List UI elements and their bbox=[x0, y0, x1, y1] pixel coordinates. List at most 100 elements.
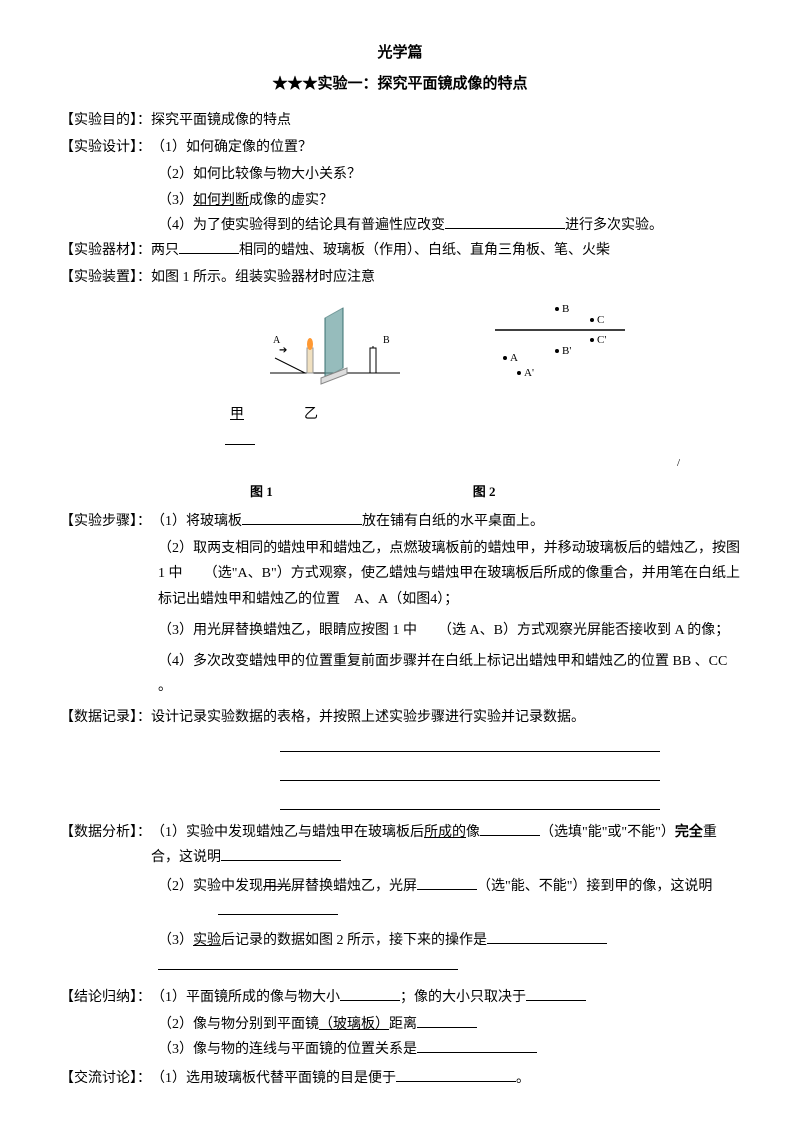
step-4: （4）多次改变蜡烛甲的位置重复前面步骤并在白纸上标记出蜡烛甲和蜡烛乙的位置 BB… bbox=[60, 649, 740, 699]
analysis-2: （2）实验中发现用光屏替换蜡烛乙，光屏 （选"能、不能"）接到甲的像，这说明 bbox=[60, 874, 740, 924]
blank-line bbox=[280, 733, 660, 752]
blank bbox=[445, 214, 565, 229]
discuss-label: 【交流讨论】： bbox=[60, 1066, 151, 1091]
svg-text:A': A' bbox=[524, 367, 534, 379]
c2-u: （玻璃板） bbox=[319, 1017, 389, 1032]
step1-a: （1）将玻璃板 bbox=[151, 514, 242, 529]
analysis-row: 【数据分析】： （1）实验中发现蜡烛乙与蜡烛甲在玻璃板后所成的像 （选填"能"或"… bbox=[60, 820, 740, 870]
a1-u: 所成的 bbox=[424, 825, 466, 840]
fig-captions: 图 1 图 2 bbox=[250, 480, 740, 503]
blank-line bbox=[280, 791, 660, 810]
a1-a: （1）实验中发现蜡烛乙与蜡烛甲在玻璃板后 bbox=[151, 825, 424, 840]
a2-a: （2）实验中发现 bbox=[158, 879, 263, 894]
design-q3-a: （3） bbox=[158, 193, 193, 208]
apparatus-label: 【实验器材】： bbox=[60, 238, 151, 263]
apparatus-b: 相同的蜡烛、玻璃板（作用）、白纸、直角三角板、笔、火柴 bbox=[239, 243, 610, 258]
conclusion-row: 【结论归纳】： （1）平面镜所成的像与物大小 ；像的大小只取决于 bbox=[60, 985, 740, 1010]
a1-c: （选填"能"或"不能"） bbox=[540, 825, 675, 840]
experiment-title: ★★★实验一：探究平面镜成像的特点 bbox=[60, 71, 740, 98]
fig1-caption: 图 1 bbox=[250, 480, 273, 503]
record-blanks bbox=[280, 733, 740, 810]
design-q4-b: 进行多次实验。 bbox=[565, 218, 663, 233]
a3-a: （3） bbox=[158, 933, 193, 948]
analysis-3-blank bbox=[60, 954, 740, 979]
fig-jia-yi: 甲 乙 bbox=[230, 402, 740, 427]
fig1-label-b: B bbox=[383, 335, 390, 346]
svg-text:A: A bbox=[510, 352, 518, 364]
design-q1: （1）如何确定像的位置？ bbox=[151, 135, 740, 160]
step-3: （3）用光屏替换蜡烛乙，眼睛应按图 1 中 （选 A、B）方式观察光屏能否接收到… bbox=[60, 618, 740, 643]
setup-row: 【实验装置】： 如图 1 所示。组装实验器材时应注意 bbox=[60, 265, 740, 290]
blank bbox=[396, 1067, 516, 1082]
conclusion-label: 【结论归纳】： bbox=[60, 985, 151, 1010]
conclusion-1: （1）平面镜所成的像与物大小 ；像的大小只取决于 bbox=[151, 985, 740, 1010]
setup-content: 如图 1 所示。组装实验器材时应注意 bbox=[151, 265, 740, 290]
figure-1: A ➔ B bbox=[265, 298, 405, 397]
a3-b: 后记录的数据如图 2 所示，接下来的操作是 bbox=[221, 933, 487, 948]
design-label: 【实验设计】： bbox=[60, 135, 151, 160]
d1-text: （1）选用玻璃板代替平面镜的目是便于 bbox=[151, 1071, 396, 1086]
blank bbox=[417, 875, 477, 890]
c1-b: ；像的大小只取决于 bbox=[400, 990, 526, 1005]
svg-text:C': C' bbox=[597, 334, 606, 346]
c3-text: （3）像与物的连线与平面镜的位置关系是 bbox=[158, 1042, 417, 1057]
slash: / bbox=[60, 454, 740, 474]
apparatus-a: 两只 bbox=[151, 243, 179, 258]
fig-jia: 甲 bbox=[230, 402, 244, 427]
record-row: 【数据记录】： 设计记录实验数据的表格，并按照上述实验步骤进行实验并记录数据。 bbox=[60, 705, 740, 730]
setup-a: 如图 1 所示。组装实验器材时应注意 bbox=[151, 270, 375, 285]
design-q3-b: 成像的虚实？ bbox=[249, 193, 333, 208]
setup-label: 【实验装置】： bbox=[60, 265, 151, 290]
a2-c: （选"能、不能"）接到甲的像，这说明 bbox=[477, 879, 712, 894]
step-1: （1）将玻璃板 放在铺有白纸的水平桌面上。 bbox=[151, 509, 740, 534]
blank bbox=[218, 900, 338, 915]
step1-b: 放在铺有白纸的水平桌面上。 bbox=[362, 514, 544, 529]
purpose-text: 探究平面镜成像的特点 bbox=[151, 108, 740, 133]
figure-2-svg: A B C C' B' A' bbox=[485, 298, 635, 388]
purpose-row: 【实验目的】： 探究平面镜成像的特点 bbox=[60, 108, 740, 133]
blank bbox=[221, 846, 341, 861]
analysis-label: 【数据分析】： bbox=[60, 820, 151, 845]
blank bbox=[480, 821, 540, 836]
blank bbox=[158, 955, 458, 970]
analysis-1: （1）实验中发现蜡烛乙与蜡烛甲在玻璃板后所成的像（选填"能"或"不能"）完全重合… bbox=[151, 820, 740, 870]
svg-text:C: C bbox=[597, 314, 604, 326]
a1-b: 像 bbox=[466, 825, 480, 840]
svg-text:➔: ➔ bbox=[279, 345, 287, 356]
fig-yi: 乙 bbox=[304, 402, 318, 427]
blank-line bbox=[280, 762, 660, 781]
record-text: 设计记录实验数据的表格，并按照上述实验步骤进行实验并记录数据。 bbox=[151, 705, 740, 730]
blank bbox=[526, 986, 586, 1001]
apparatus-row: 【实验器材】： 两只 相同的蜡烛、玻璃板（作用）、白纸、直角三角板、笔、火柴 bbox=[60, 238, 740, 263]
design-q3: （3）如何判断成像的虚实？ bbox=[60, 188, 740, 213]
design-q4-a: （4）为了使实验得到的结论具有普遍性应改变 bbox=[158, 218, 445, 233]
blank bbox=[417, 1013, 477, 1028]
svg-text:B: B bbox=[562, 303, 569, 315]
blank bbox=[487, 929, 607, 944]
blank bbox=[179, 239, 239, 254]
figure-1-svg: A ➔ B bbox=[265, 298, 405, 388]
svg-text:B': B' bbox=[562, 345, 571, 357]
blank bbox=[225, 430, 255, 445]
discuss-row: 【交流讨论】： （1）选用玻璃板代替平面镜的目是便于 。 bbox=[60, 1066, 740, 1091]
figures-container: A ➔ B A B C C' B' A' bbox=[160, 298, 740, 397]
record-label: 【数据记录】： bbox=[60, 705, 151, 730]
design-q2: （2）如何比较像与物大小关系？ bbox=[60, 162, 740, 187]
d1-end: 。 bbox=[516, 1071, 530, 1086]
step-2: （2）取两支相同的蜡烛甲和蜡烛乙，点燃玻璃板前的蜡烛甲，并移动玻璃板后的蜡烛乙，… bbox=[60, 536, 740, 612]
blank bbox=[417, 1038, 537, 1053]
analysis-3: （3）实验后记录的数据如图 2 所示，接下来的操作是 bbox=[60, 928, 740, 953]
conclusion-3: （3）像与物的连线与平面镜的位置关系是 bbox=[60, 1037, 740, 1062]
blank bbox=[340, 986, 400, 1001]
c1-a: （1）平面镜所成的像与物大小 bbox=[151, 990, 340, 1005]
purpose-label: 【实验目的】： bbox=[60, 108, 151, 133]
design-row-1: 【实验设计】： （1）如何确定像的位置？ bbox=[60, 135, 740, 160]
c2-a: （2）像与物分别到平面镜 bbox=[158, 1017, 319, 1032]
figure-2: A B C C' B' A' bbox=[485, 298, 635, 397]
a2-b: 屏替换蜡烛乙，光屏 bbox=[291, 879, 417, 894]
apparatus-content: 两只 相同的蜡烛、玻璃板（作用）、白纸、直角三角板、笔、火柴 bbox=[151, 238, 740, 263]
design-q3-u: 如何判断 bbox=[193, 193, 249, 208]
conclusion-2: （2）像与物分别到平面镜（玻璃板）距离 bbox=[60, 1012, 740, 1037]
a1-bold: 完全 bbox=[675, 825, 703, 840]
a2-strike: 用光 bbox=[263, 879, 291, 894]
